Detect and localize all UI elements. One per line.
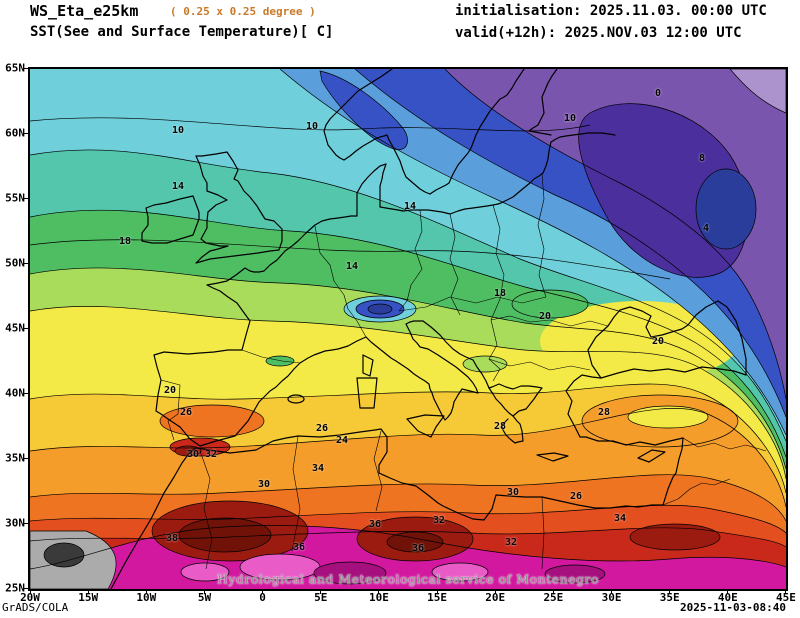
x-axis-tick [87,589,89,594]
y-axis-tick [23,197,28,199]
country-borders [160,173,767,570]
x-axis-tick [320,589,322,594]
grads-credit-label: GrADS/COLA [2,601,69,614]
x-axis-tick [436,589,438,594]
x-axis-label: 45E [776,591,796,604]
x-axis-tick [611,589,613,594]
map-plot-area: 10 10 10 0 8 4 14 14 14 18 18 20 20 20 26 26 24 28 28 30 32 3… [28,67,788,591]
x-axis-tick [262,589,264,594]
sahara-pink-pocket-2 [180,562,230,582]
norway-cold-blob [319,70,408,151]
x-axis-tick [145,589,147,594]
coastlines [110,69,747,589]
x-axis-tick [552,589,554,594]
anatolia-yellow-pocket [627,405,709,429]
x-axis-label: 30E [601,591,622,604]
carpathian-cool-patch [511,289,589,319]
y-axis-label: 45N [5,321,25,335]
y-axis-label: 60N [5,126,25,140]
x-axis-label: 5W [197,591,212,604]
x-axis-label: 0 [259,591,266,604]
morocco-hot-core [178,517,272,553]
x-axis-tick [727,589,729,594]
y-axis-tick [23,132,28,134]
y-axis-tick [23,67,28,69]
model-title: WS_Eta_e25km [30,2,139,20]
alps-cold-core [367,303,393,315]
x-axis-label: 15W [78,591,99,604]
sahara-deep-magenta-2 [544,564,606,584]
x-axis-label: 35E [659,591,680,604]
creation-timestamp-label: 2025-11-03-08:40 [680,601,786,614]
y-axis-label: 50N [5,256,25,270]
x-axis-label: 10E [368,591,389,604]
field-title: SST(See and Surface Temperature)[ C] [30,24,334,40]
sea-surface-temperature-field [30,69,786,589]
y-axis-tick [23,457,28,459]
contour-isolines [30,69,786,570]
x-axis-tick [378,589,380,594]
x-axis-tick [29,589,31,594]
y-axis-tick [23,587,28,589]
x-axis-tick [203,589,205,594]
region-navy-core [695,168,757,250]
sahara-deep-magenta-1 [313,561,387,585]
y-axis-label: 35N [5,451,25,465]
levant-hot-blob [629,523,721,551]
y-axis-label: 30N [5,516,25,530]
x-axis-label: 20W [20,591,40,604]
x-axis-label: 20E [485,591,506,604]
y-axis-tick [23,522,28,524]
valid-time-label: valid(+12h): 2025.NOV.03 12:00 UTC [455,25,742,41]
x-axis-label: 15E [427,591,447,604]
dark-terrain-blob [43,542,85,568]
x-axis-tick [669,589,671,594]
x-axis-label: 5E [314,591,328,604]
y-axis-label: 55N [5,191,25,205]
spain-warm-patch [159,404,265,438]
corner-lavender [729,69,786,114]
y-axis-label: 65N [5,61,25,75]
y-axis-label: 40N [5,386,25,400]
watermark-text: Hydrological and Meteorological service … [216,571,600,587]
pyrenees-cool-patch [265,355,295,367]
sahara-pink-pocket-3 [431,562,489,582]
y-axis-label: 25N [5,581,25,595]
x-axis-label: 10W [136,591,157,604]
x-axis-label: 40E [717,591,738,604]
x-axis-label: 25E [543,591,564,604]
x-axis-tick [494,589,496,594]
grid-resolution-label: ( 0.25 x 0.25 degree ) [170,5,316,18]
x-axis-tick [785,589,787,594]
initialisation-time-label: initialisation: 2025.11.03. 00:00 UTC [455,3,767,19]
y-axis-tick [23,262,28,264]
y-axis-tick [23,392,28,394]
y-axis-tick [23,327,28,329]
libya-hot-core [386,531,444,553]
dinaric-cool-patch [462,355,508,373]
